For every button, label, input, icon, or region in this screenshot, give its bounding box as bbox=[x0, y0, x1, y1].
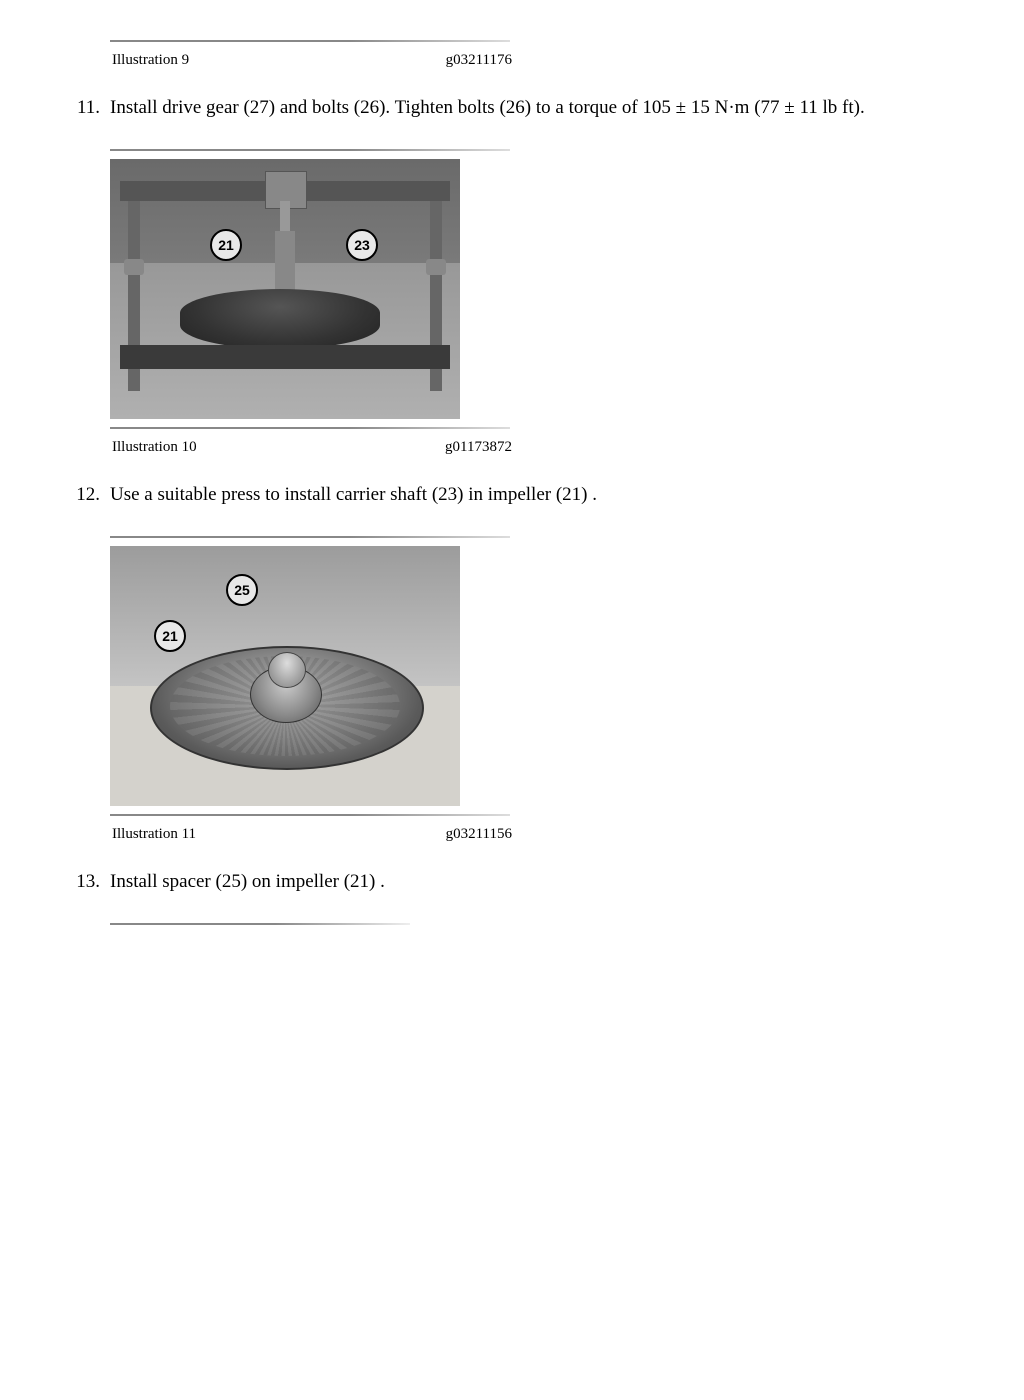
impeller-assembly bbox=[150, 626, 420, 776]
figure-rule bbox=[110, 923, 410, 925]
callout-23: 23 bbox=[346, 229, 378, 261]
callout-21: 21 bbox=[154, 620, 186, 652]
figure-10-block: 21 23 Illustration 10 g01173872 bbox=[110, 149, 510, 466]
figure-10-caption: Illustration 10 g01173872 bbox=[110, 429, 514, 466]
step-13: 13. Install spacer (25) on impeller (21)… bbox=[60, 871, 964, 893]
step-11-text: Install drive gear (27) and bolts (26). … bbox=[110, 97, 964, 119]
figure-10-label: Illustration 10 bbox=[112, 439, 197, 456]
figure-9-block: Illustration 9 g03211176 bbox=[110, 40, 510, 79]
step-12: 12. Use a suitable press to install carr… bbox=[60, 484, 964, 506]
figure-11-code: g03211156 bbox=[446, 826, 512, 843]
figure-11-image: 25 21 bbox=[110, 546, 460, 806]
step-13-number: 13. bbox=[60, 871, 110, 893]
impeller-piece bbox=[180, 289, 380, 349]
step-11: 11. Install drive gear (27) and bolts (2… bbox=[60, 97, 964, 119]
figure-rule bbox=[110, 149, 510, 151]
figure-10-image: 21 23 bbox=[110, 159, 460, 419]
press-ram-stem bbox=[280, 201, 290, 231]
figure-rule bbox=[110, 536, 510, 538]
callout-21: 21 bbox=[210, 229, 242, 261]
figure-10-code: g01173872 bbox=[445, 439, 512, 456]
step-11-number: 11. bbox=[60, 97, 110, 119]
press-deck bbox=[120, 345, 450, 369]
figure-11-block: 25 21 Illustration 11 g03211156 bbox=[110, 536, 510, 853]
spacer bbox=[268, 652, 306, 688]
step-12-number: 12. bbox=[60, 484, 110, 506]
figure-11-label: Illustration 11 bbox=[112, 826, 196, 843]
figure-9-code: g03211176 bbox=[446, 52, 512, 69]
callout-25: 25 bbox=[226, 574, 258, 606]
step-12-text: Use a suitable press to install carrier … bbox=[110, 484, 964, 506]
figure-11-caption: Illustration 11 g03211156 bbox=[110, 816, 514, 853]
figure-9-label: Illustration 9 bbox=[112, 52, 189, 69]
figure-9-caption: Illustration 9 g03211176 bbox=[110, 42, 514, 79]
figure-12-block bbox=[110, 923, 510, 925]
step-13-text: Install spacer (25) on impeller (21) . bbox=[110, 871, 964, 893]
